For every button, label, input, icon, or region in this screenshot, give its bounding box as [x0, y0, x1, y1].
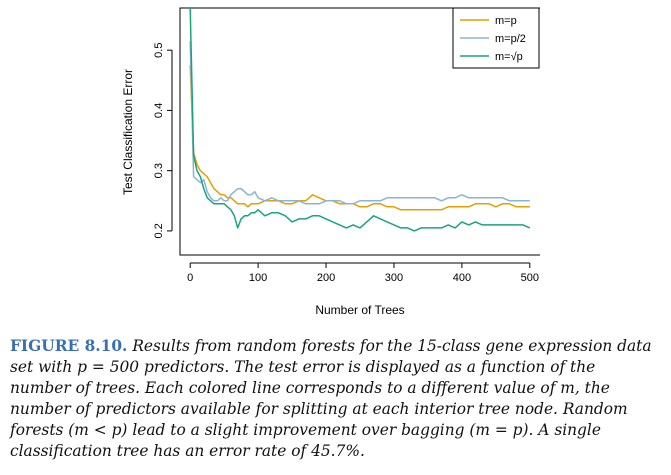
- x-tick-label: 0: [187, 272, 193, 284]
- series-line-2: [189, 41, 530, 205]
- x-tick-label: 200: [317, 272, 335, 284]
- figure-caption-text: Results from random forests for the 15-c…: [10, 337, 652, 460]
- x-axis-label: Number of Trees: [315, 303, 404, 317]
- x-tick-label: 500: [521, 272, 539, 284]
- y-tick-label: 0.4: [153, 103, 165, 118]
- figure-caption: FIGURE 8.10. Results from random forests…: [10, 336, 660, 462]
- x-tick-label: 300: [385, 272, 403, 284]
- y-axis-label: Test Classification Error: [121, 69, 135, 195]
- x-tick-label: 100: [249, 272, 267, 284]
- legend-label-2: m=p/2: [495, 33, 526, 45]
- legend: m=p m=p/2 m=√p: [452, 7, 540, 69]
- plot-border: [179, 7, 540, 256]
- y-tick-label: 0.3: [153, 163, 165, 178]
- plot-frame: [179, 7, 540, 256]
- y-tick-label: 0.5: [153, 43, 165, 58]
- series-line-3: [189, 7, 531, 232]
- x-tick-label: 400: [453, 272, 471, 284]
- legend-label-1: m=p: [495, 15, 517, 27]
- y-axis: 0.2 0.3 0.4 0.5: [153, 43, 173, 239]
- x-axis: 0 100 200 300 400 500: [187, 262, 539, 284]
- figure-label: FIGURE 8.10.: [10, 337, 128, 355]
- y-tick-label: 0.2: [153, 223, 165, 238]
- error-vs-trees-chart: 0 100 200 300 400 500 0.2 0.3 0.4 0.5 Number of …: [121, 7, 540, 317]
- legend-label-3: m=√p: [495, 51, 523, 63]
- series-layer: [189, 7, 531, 232]
